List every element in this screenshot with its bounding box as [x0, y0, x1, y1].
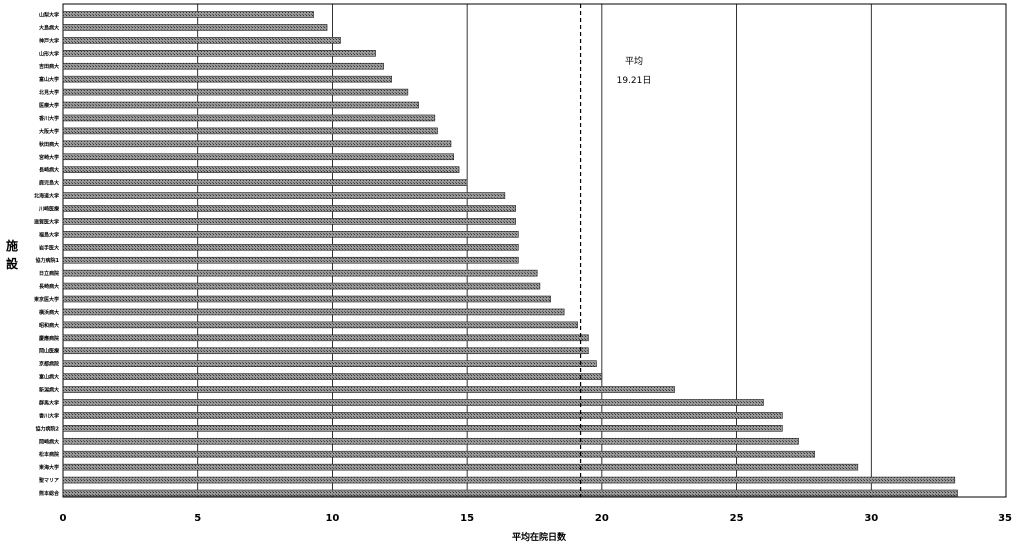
- category-label-23: 東京医大学: [34, 296, 59, 303]
- category-label-22: 長崎病大: [39, 283, 59, 290]
- category-label-27: 岡山医療: [39, 348, 59, 355]
- category-label-25: 昭和病大: [39, 322, 59, 329]
- category-label-8: 医療大学: [39, 102, 59, 109]
- bar-19: [62, 243, 519, 251]
- bar-13: [62, 166, 460, 173]
- category-label-10: 大阪大学: [39, 128, 59, 135]
- bar-34: [62, 437, 799, 445]
- bar-20: [62, 256, 519, 264]
- category-label-17: 滋賀医大学: [34, 218, 59, 225]
- category-label-2: 大島病大: [39, 24, 59, 31]
- bar-26: [62, 334, 589, 342]
- category-label-29: 富山病大: [39, 374, 59, 381]
- category-label-21: 日立病院: [39, 270, 59, 277]
- category-label-24: 横浜病大: [38, 309, 59, 316]
- category-label-19: 岩手医大: [38, 244, 59, 251]
- bar-8: [62, 101, 419, 109]
- category-label-35: 松本病院: [39, 451, 59, 458]
- bar-35: [62, 450, 816, 458]
- bar-23: [62, 295, 551, 303]
- bar-22: [62, 282, 541, 290]
- bar-1: [62, 11, 314, 18]
- x-axis-title: 平均在院日数: [512, 531, 567, 543]
- category-label-26: 慶應病院: [39, 335, 59, 342]
- bar-6: [62, 75, 393, 83]
- category-label-9: 香川大学: [38, 115, 59, 122]
- bar-36: [62, 463, 859, 471]
- category-label-5: 吉田病大: [39, 63, 59, 70]
- y-axis-title-char-1: 施: [6, 238, 18, 253]
- bar-7: [62, 88, 409, 96]
- mean-label-line2: 19.21日: [617, 75, 652, 86]
- category-label-38: 熊本総合: [39, 490, 60, 497]
- category-label-32: 香川大学: [38, 412, 59, 419]
- bar-10: [62, 127, 438, 135]
- x-tick-label-20: 20: [595, 513, 609, 524]
- bar-14: [62, 179, 468, 186]
- bars: [62, 11, 958, 497]
- bar-33: [62, 425, 783, 432]
- category-label-37: 聖マリア: [39, 477, 59, 484]
- bar-3: [62, 37, 341, 44]
- category-label-36: 東海大学: [39, 464, 59, 471]
- category-label-4: 山形大学: [39, 50, 59, 57]
- x-tick-label-10: 10: [325, 513, 339, 524]
- category-label-16: 川崎医療: [38, 205, 59, 212]
- bar-30: [62, 386, 675, 393]
- category-labels: 山梨大学大島病大神戸大学山形大学吉田病大富山大学北見大学医療大学香川大学大阪大学…: [34, 12, 60, 498]
- bar-2: [62, 24, 328, 31]
- category-label-28: 京都病院: [39, 361, 59, 368]
- bar-38: [62, 489, 958, 497]
- bar-31: [62, 399, 764, 406]
- category-label-34: 岡崎病大: [39, 438, 59, 445]
- bar-24: [62, 308, 565, 316]
- x-tick-label-35: 35: [998, 513, 1012, 524]
- category-label-31: 群馬大学: [38, 399, 59, 406]
- mean-label-line1: 平均: [625, 55, 643, 67]
- bar-28: [62, 360, 597, 367]
- category-label-13: 長崎病大: [39, 167, 59, 174]
- category-label-6: 富山大学: [39, 76, 59, 83]
- bar-18: [62, 231, 519, 238]
- bar-9: [62, 114, 436, 122]
- x-tick-label-15: 15: [460, 513, 474, 524]
- bar-32: [62, 412, 783, 419]
- bar-16: [62, 205, 516, 212]
- category-label-1: 山梨大学: [39, 12, 59, 19]
- bar-27: [62, 347, 589, 355]
- bar-17: [62, 218, 516, 225]
- y-axis-title-char-2: 設: [6, 256, 19, 271]
- bar-29: [62, 373, 603, 380]
- bar-4: [62, 49, 376, 57]
- category-label-12: 宮崎大学: [39, 154, 59, 161]
- bar-37: [62, 476, 956, 484]
- x-tick-label-30: 30: [864, 513, 878, 524]
- x-tick-label-5: 5: [194, 513, 201, 524]
- x-tick-labels: 0 5 10 15 20 25 30 35: [60, 513, 1012, 524]
- x-tick-label-0: 0: [60, 513, 67, 524]
- category-label-33: 協力病院2: [36, 425, 60, 432]
- bar-21: [62, 269, 538, 277]
- category-label-18: 福島大学: [38, 231, 59, 238]
- category-label-20: 協力病院1: [36, 257, 60, 264]
- x-tick-label-25: 25: [730, 513, 744, 524]
- bar-15: [62, 192, 506, 199]
- bar-25: [62, 321, 578, 329]
- category-label-11: 秋田病大: [38, 141, 59, 148]
- category-label-3: 神戸大学: [39, 37, 59, 44]
- bar-12: [62, 153, 454, 161]
- bar-11: [62, 140, 452, 148]
- category-label-15: 北海道大学: [34, 193, 59, 200]
- bar-5: [62, 62, 384, 70]
- category-label-14: 鹿児島大: [39, 180, 59, 187]
- category-label-7: 北見大学: [39, 89, 59, 96]
- category-label-30: 新潟病大: [39, 387, 59, 394]
